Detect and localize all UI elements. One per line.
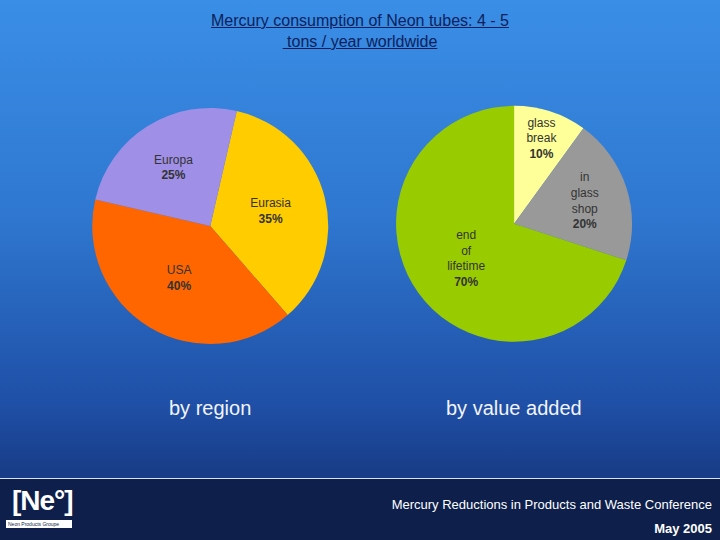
svg-text:inglassshop20%: inglassshop20%: [571, 170, 599, 231]
svg-text:Eurasia35%: Eurasia35%: [250, 196, 291, 226]
svg-text:USA40%: USA40%: [167, 263, 192, 293]
svg-text:endoflifetime70%: endoflifetime70%: [447, 228, 485, 289]
svg-text:Europa25%: Europa25%: [154, 153, 193, 183]
html-text:Neon Products Groupe: Neon Products Groupe: [8, 521, 60, 527]
html-text:Mercury Reductions in Products: Mercury Reductions in Products and Waste…: [391, 497, 712, 512]
svg-text:glassbreak10%: glassbreak10%: [526, 116, 557, 161]
html-text:Mercury consumption of Neon tu: Mercury consumption of Neon tubes: 4 - 5: [211, 12, 509, 29]
svg-text:by value added: by value added: [446, 397, 582, 419]
svg-text:by region: by region: [169, 397, 251, 419]
html-text:May 2005: May 2005: [654, 521, 712, 536]
html-text:tons / year worldwide: tons / year worldwide: [282, 33, 438, 50]
html-text:[Ne°]: [Ne°]: [12, 485, 73, 516]
